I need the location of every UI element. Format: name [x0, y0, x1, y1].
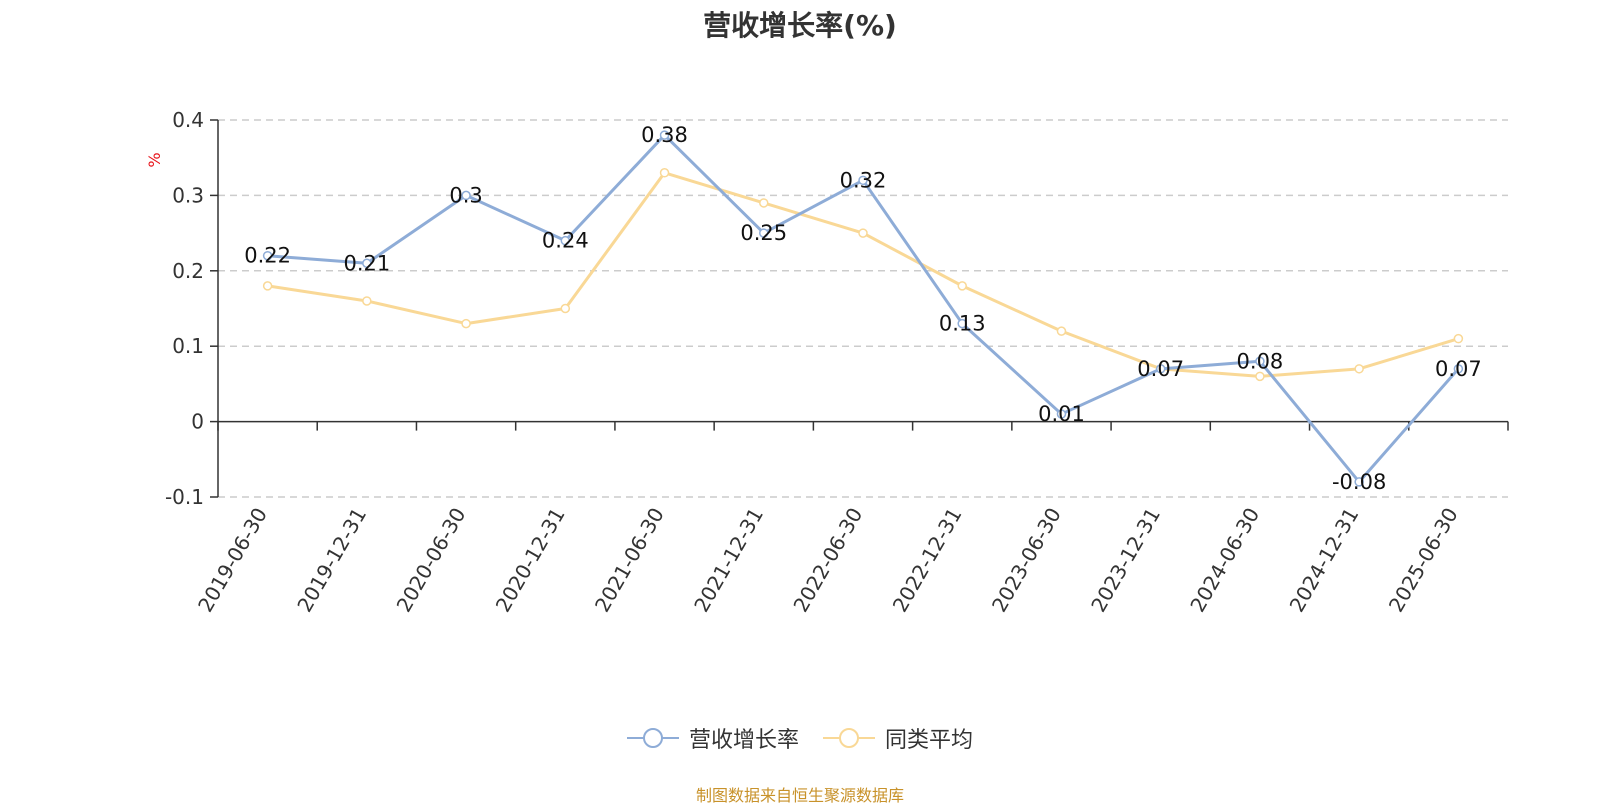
series-2-point	[1056, 326, 1067, 336]
legend-line-marker-icon	[626, 728, 679, 748]
series-1-point	[1354, 477, 1364, 487]
series-1-point	[858, 175, 868, 186]
x-tick-label: 2024-12-31	[1285, 504, 1364, 617]
series-2-point	[560, 303, 571, 314]
x-tick-label: 2022-06-30	[788, 504, 867, 617]
series-2-point	[858, 228, 868, 238]
legend-item-series-1[interactable]: 营收增长率	[626, 722, 799, 754]
data-label: 0.07	[1137, 357, 1184, 381]
y-axis-label: %	[145, 152, 164, 167]
legend-label-series-2: 同类平均	[885, 728, 974, 753]
series-1-point	[560, 235, 571, 246]
data-label: 0.24	[542, 229, 589, 253]
series-2-point	[1255, 371, 1265, 382]
series-layer	[262, 130, 1464, 487]
x-tick-label: 2023-06-30	[987, 504, 1066, 617]
data-label: 0.01	[1038, 402, 1085, 426]
x-tick-label: 2020-06-30	[392, 503, 471, 616]
y-tick-label: 0.4	[172, 108, 204, 132]
series-1-point	[461, 190, 471, 201]
x-tick-label: 2023-12-31	[1086, 504, 1165, 617]
source-note: 制图数据来自恒生聚源数据库	[695, 786, 904, 805]
series-2-point	[1453, 333, 1464, 344]
series-1-point	[759, 228, 769, 238]
legend: 营收增长率 同类平均	[0, 722, 1600, 754]
data-label: 0.13	[939, 312, 986, 336]
data-label: 0.3	[449, 183, 482, 207]
data-label: 0.21	[343, 251, 390, 275]
y-axis: -0.1 0 0.1 0.2 0.3 0.4	[165, 108, 219, 509]
data-label: 0.32	[840, 168, 887, 192]
series-2-point	[262, 281, 273, 291]
chart-title: 营收增长率(%)	[703, 9, 897, 42]
series-1-point	[1453, 364, 1464, 374]
series-1-point	[659, 130, 670, 140]
x-tick-label: 2021-12-31	[689, 504, 768, 617]
legend-item-series-2[interactable]: 同类平均	[823, 722, 973, 754]
x-tick-label: 2025-06-30	[1384, 504, 1463, 617]
x-tick-label: 2020-12-31	[491, 504, 570, 617]
y-tick-label: 0	[191, 410, 204, 434]
series-1-point	[1255, 356, 1265, 367]
data-label: 0.25	[740, 221, 787, 245]
series-2-point	[759, 198, 769, 208]
series-2-point	[957, 281, 967, 291]
series-1-point	[262, 250, 273, 261]
x-tick-label: 2021-06-30	[590, 504, 669, 617]
series-1-point	[362, 258, 372, 269]
series-1-point	[1056, 409, 1067, 419]
series-2-point	[659, 168, 670, 178]
y-tick-label: -0.1	[165, 485, 204, 509]
data-label: 0.22	[244, 244, 291, 268]
data-label: 0.08	[1237, 349, 1284, 373]
x-tick-label: 2024-06-30	[1185, 504, 1264, 617]
legend-label-series-1: 营收增长率	[688, 728, 799, 753]
x-tick-label: 2022-12-31	[888, 503, 967, 616]
x-tick-label: 2019-06-30	[193, 504, 272, 617]
y-tick-label: 0.2	[172, 259, 204, 283]
x-axis: 2019-06-30 2019-12-31 2020-06-30 2020-12-31…	[193, 420, 1509, 617]
series-1-point	[1155, 364, 1166, 374]
series-2-point	[461, 318, 471, 329]
series-2-point	[362, 296, 372, 306]
y-tick-label: 0.3	[172, 183, 204, 207]
data-label: 0.38	[641, 123, 688, 147]
y-tick-label: 0.1	[172, 334, 204, 358]
data-labels: 0.22 0.21 0.3 0.24 0.38 0.25 0.32 0.13 0.01 0.07 0…	[244, 123, 1482, 494]
legend-line-marker-icon	[823, 728, 875, 748]
grid-lines	[218, 119, 1508, 498]
data-label: 0.07	[1435, 357, 1482, 381]
data-label: -0.08	[1332, 470, 1386, 494]
series-2-point	[1354, 364, 1364, 374]
x-tick-label: 2019-12-31	[292, 504, 371, 617]
series-1-point	[957, 318, 967, 329]
